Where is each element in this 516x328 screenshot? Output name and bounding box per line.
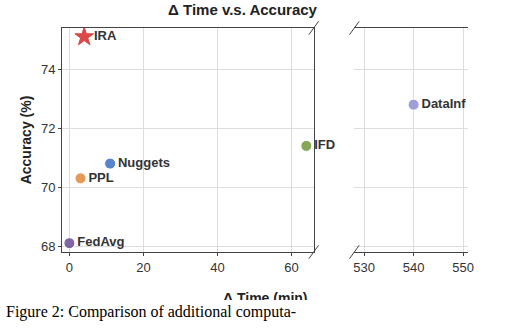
html-text:Figure 2: Comparison of additi: Figure 2: Comparison of additional compu… xyxy=(6,303,297,320)
svg-text:68: 68 xyxy=(41,239,55,254)
svg-text:PPL: PPL xyxy=(88,170,113,185)
svg-text:Nuggets: Nuggets xyxy=(118,155,170,170)
svg-text:0: 0 xyxy=(66,260,73,275)
svg-text:70: 70 xyxy=(41,180,55,195)
svg-text:IFD: IFD xyxy=(314,137,335,152)
svg-text:540: 540 xyxy=(403,260,425,275)
svg-text:Δ Time v.s. Accuracy: Δ Time v.s. Accuracy xyxy=(168,1,318,18)
svg-text:Δ Time (min): Δ Time (min) xyxy=(223,290,307,300)
svg-text:FedAvg: FedAvg xyxy=(77,234,124,249)
svg-text:Accuracy (%): Accuracy (%) xyxy=(18,96,34,185)
svg-text:74: 74 xyxy=(41,62,55,77)
svg-text:550: 550 xyxy=(452,260,474,275)
svg-text:530: 530 xyxy=(353,260,375,275)
svg-text:72: 72 xyxy=(41,121,55,136)
svg-text:20: 20 xyxy=(136,260,150,275)
svg-text:DataInf: DataInf xyxy=(422,96,467,111)
svg-text:60: 60 xyxy=(284,260,298,275)
svg-text:40: 40 xyxy=(210,260,224,275)
svg-text:IRA: IRA xyxy=(94,28,117,43)
